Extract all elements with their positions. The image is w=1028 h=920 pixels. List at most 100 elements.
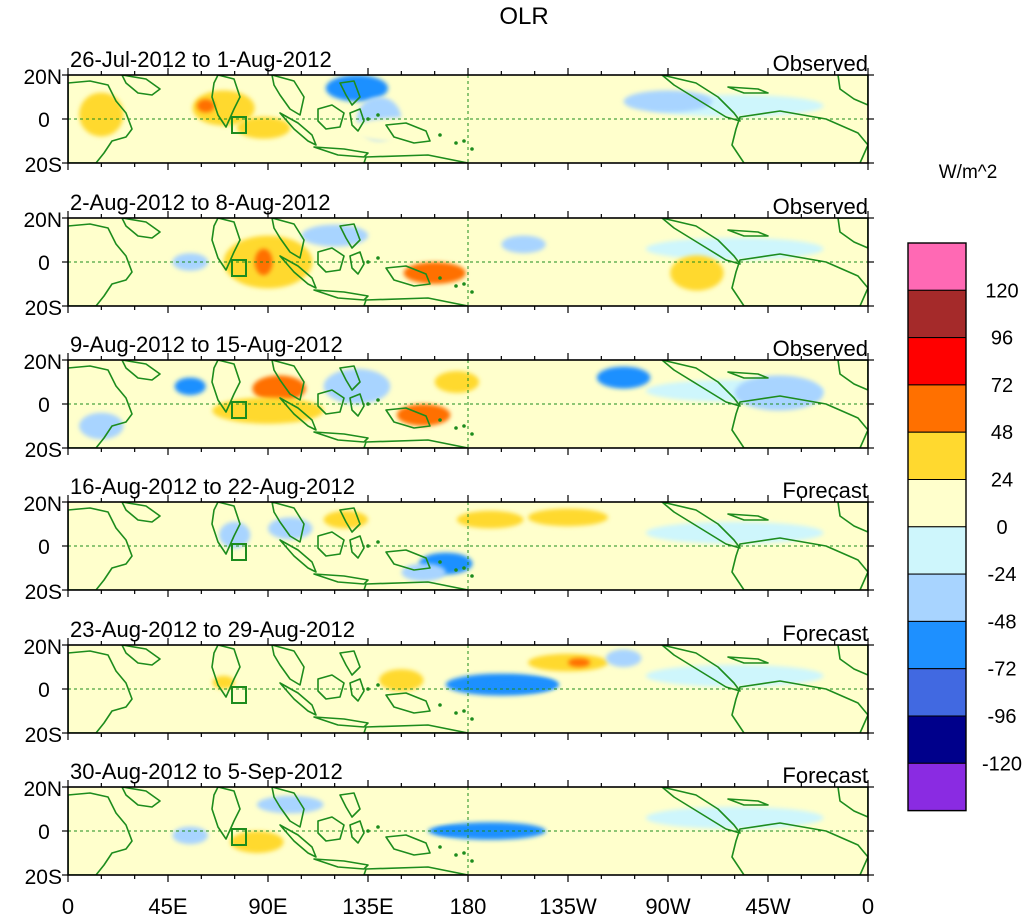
coastlines: [68, 787, 868, 875]
island: [470, 432, 474, 436]
coast-sumatra: [279, 682, 317, 716]
coast-mexico: [661, 218, 741, 265]
y-tick-label: 20N: [23, 66, 62, 89]
colorbar-swatch: [907, 762, 967, 812]
x-tick-label: 180: [450, 894, 487, 919]
coast-newguinea: [385, 407, 431, 429]
panel-field: [68, 360, 868, 448]
coast-indochina: [271, 645, 305, 686]
anomaly-blob: [545, 251, 657, 287]
anomaly-blob: [734, 375, 824, 411]
island: [470, 147, 474, 151]
coast-india: [211, 360, 241, 413]
colorbar-swatch: [907, 384, 967, 433]
coast-indochina: [271, 502, 305, 543]
y-tick-label: 20S: [25, 581, 62, 604]
colorbar-label: 96: [991, 328, 1013, 350]
x-tick-label: 45E: [148, 894, 187, 919]
coast-africa: [68, 365, 133, 448]
coast-sumatra: [279, 824, 317, 858]
coast-australia: [363, 439, 469, 448]
anomaly-blob: [568, 658, 591, 667]
coast-africa: [68, 80, 133, 163]
anomaly-blob: [245, 658, 313, 676]
coast-java: [313, 858, 369, 870]
reference-box: [231, 259, 247, 277]
coast-wafrica: [837, 787, 868, 818]
island: [454, 568, 458, 572]
coast-arabia: [121, 502, 161, 523]
anomaly-blob: [212, 397, 324, 424]
anomaly-blob: [230, 831, 284, 853]
anomaly-blob: [403, 262, 466, 284]
coast-cuba: [727, 229, 769, 237]
colorbar-label: -96: [988, 706, 1017, 728]
anomaly-blob: [301, 224, 369, 247]
coast-wafrica: [837, 502, 868, 533]
panel-period: 16-Aug-2012 to 22-Aug-2012: [70, 474, 355, 499]
colorbar-swatch: [907, 242, 967, 291]
coast-philippines: [339, 792, 361, 818]
panel-kind: Observed: [773, 51, 868, 76]
coast-sumatra: [279, 539, 317, 573]
coast-arabia: [121, 218, 161, 239]
colorbar-label: -24: [988, 564, 1017, 586]
y-tick-label: 20N: [23, 209, 62, 232]
coast-borneo: [317, 674, 345, 700]
panel-period: 23-Aug-2012 to 29-Aug-2012: [70, 617, 355, 642]
y-tick-label: 20S: [25, 724, 62, 747]
anomaly-blob: [256, 795, 324, 814]
panel-period: 26-Jul-2012 to 1-Aug-2012: [70, 47, 332, 72]
coast-africa: [68, 507, 133, 590]
coast-sulawesi: [349, 108, 365, 132]
reference-box: [231, 686, 247, 704]
coast-india: [211, 502, 241, 555]
anomaly-blob: [236, 116, 291, 139]
coast-sulawesi: [349, 820, 365, 844]
coast-philippines: [339, 650, 361, 676]
colorbar-swatch: [907, 715, 967, 764]
island: [454, 284, 458, 288]
panel-kind: Forecast: [782, 478, 868, 503]
coast-mexico: [661, 787, 741, 834]
colorbar-label: 48: [991, 422, 1013, 444]
coast-india: [211, 787, 241, 840]
coast-australia: [363, 724, 469, 733]
colorbar-label: 120: [985, 280, 1018, 302]
colorbar-swatch: [907, 668, 967, 717]
coast-indochina: [271, 360, 305, 401]
anomaly-blob: [112, 532, 202, 569]
island: [438, 133, 442, 137]
reference-box: [231, 401, 247, 419]
island: [438, 845, 442, 849]
coast-sulawesi: [349, 393, 365, 417]
coast-philippines: [339, 80, 361, 106]
coast-arabia: [121, 787, 161, 808]
coast-cuba: [727, 513, 769, 521]
panel-period: 30-Aug-2012 to 5-Sep-2012: [70, 759, 343, 784]
anomaly-blob: [456, 510, 524, 529]
coast-borneo: [317, 531, 345, 557]
colorbar-units: W/m^2: [939, 162, 998, 183]
coastlines: [68, 645, 868, 733]
island: [376, 540, 380, 544]
island: [454, 426, 458, 430]
anomaly-blob: [434, 371, 480, 393]
panel-period: 2-Aug-2012 to 8-Aug-2012: [70, 190, 331, 215]
panel-1: 20N 0 20S 26-Jul-2012 to 1-Aug-2012 Observed: [23, 47, 874, 177]
island: [376, 683, 380, 687]
coast-indochina: [271, 75, 305, 116]
colorbar-swatch: [907, 431, 967, 481]
island: [470, 717, 474, 721]
coast-india: [211, 218, 241, 271]
colorbar-swatch: [907, 620, 967, 670]
coast-india: [211, 645, 241, 698]
x-tick-label: 135E: [342, 894, 393, 919]
coast-arabia: [121, 645, 161, 666]
coast-borneo: [317, 389, 345, 415]
coast-sulawesi: [349, 535, 365, 559]
coast-newguinea: [385, 692, 431, 714]
anomaly-blob: [501, 235, 546, 254]
coast-mexico: [661, 645, 741, 692]
anomaly-blob: [428, 826, 464, 836]
